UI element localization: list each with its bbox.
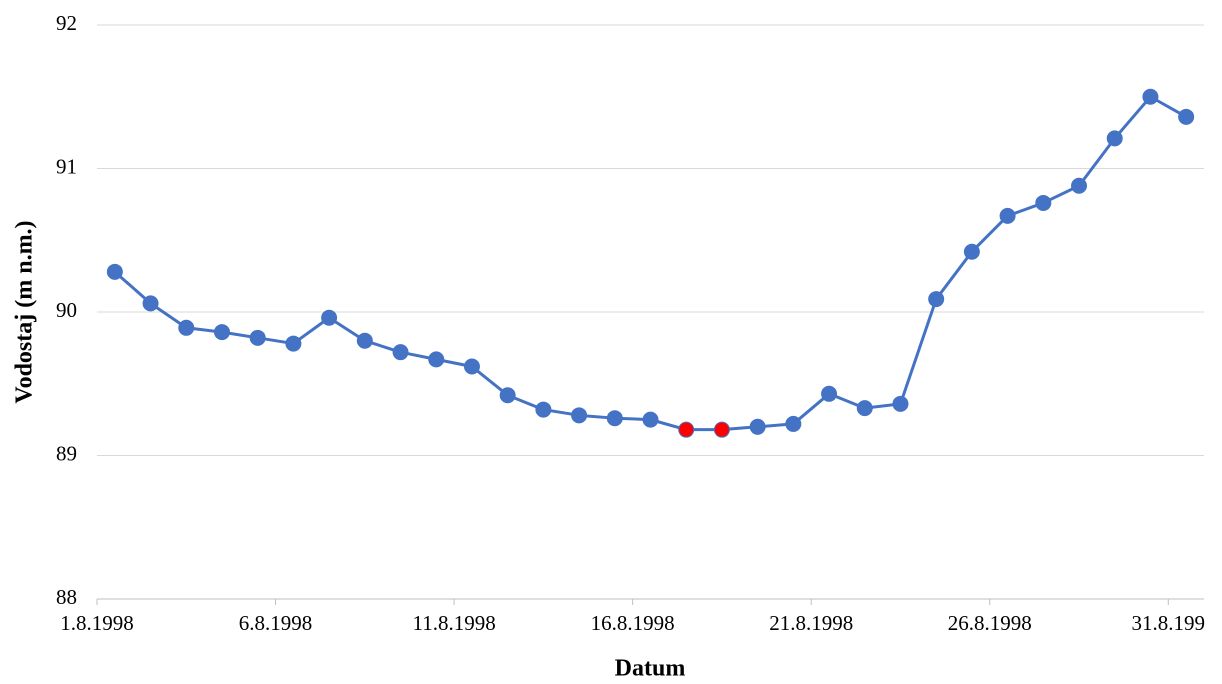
data-point — [142, 295, 159, 312]
data-point — [428, 351, 445, 368]
y-tick-label: 92 — [56, 11, 77, 35]
y-tick-label: 90 — [56, 298, 77, 322]
y-tick-label: 91 — [56, 154, 77, 178]
x-tick-label: 31.8.199 — [1132, 611, 1206, 635]
x-tick-label: 6.8.1998 — [239, 611, 313, 635]
data-point — [356, 332, 373, 349]
data-point — [713, 421, 730, 438]
x-tick-label: 1.8.1998 — [60, 611, 134, 635]
x-tick-label: 11.8.1998 — [412, 611, 495, 635]
data-point — [106, 263, 123, 280]
y-axis-label: Vodostaj (m n.m.) — [12, 220, 38, 403]
data-point — [571, 407, 588, 424]
data-point — [999, 207, 1016, 224]
data-point — [535, 401, 552, 418]
series-line — [113, 95, 1187, 432]
data-point — [606, 410, 623, 427]
data-point — [642, 411, 659, 428]
data-point — [785, 415, 802, 432]
data-point — [749, 418, 766, 435]
data-point — [249, 329, 266, 346]
x-axis-label: Datum — [615, 656, 686, 682]
data-point — [1178, 108, 1195, 125]
data-point — [321, 309, 338, 326]
data-point — [463, 358, 480, 375]
x-tick-label: 26.8.1998 — [948, 611, 1032, 635]
data-point — [821, 385, 838, 402]
data-point — [1071, 177, 1088, 194]
data-point — [392, 344, 409, 361]
data-point — [892, 395, 909, 412]
data-point — [178, 319, 195, 336]
x-tick-label: 21.8.1998 — [769, 611, 853, 635]
data-point — [856, 400, 873, 417]
data-point — [285, 335, 302, 352]
data-point — [213, 324, 230, 341]
data-point — [963, 243, 980, 260]
data-point — [499, 387, 516, 404]
data-point — [1035, 194, 1052, 211]
y-tick-label: 88 — [56, 585, 77, 609]
data-point — [928, 291, 945, 308]
data-point — [1142, 88, 1159, 105]
data-point — [1106, 130, 1123, 147]
x-tick-label: 16.8.1998 — [591, 611, 675, 635]
y-tick-label: 89 — [56, 441, 77, 465]
data-point — [678, 421, 695, 438]
